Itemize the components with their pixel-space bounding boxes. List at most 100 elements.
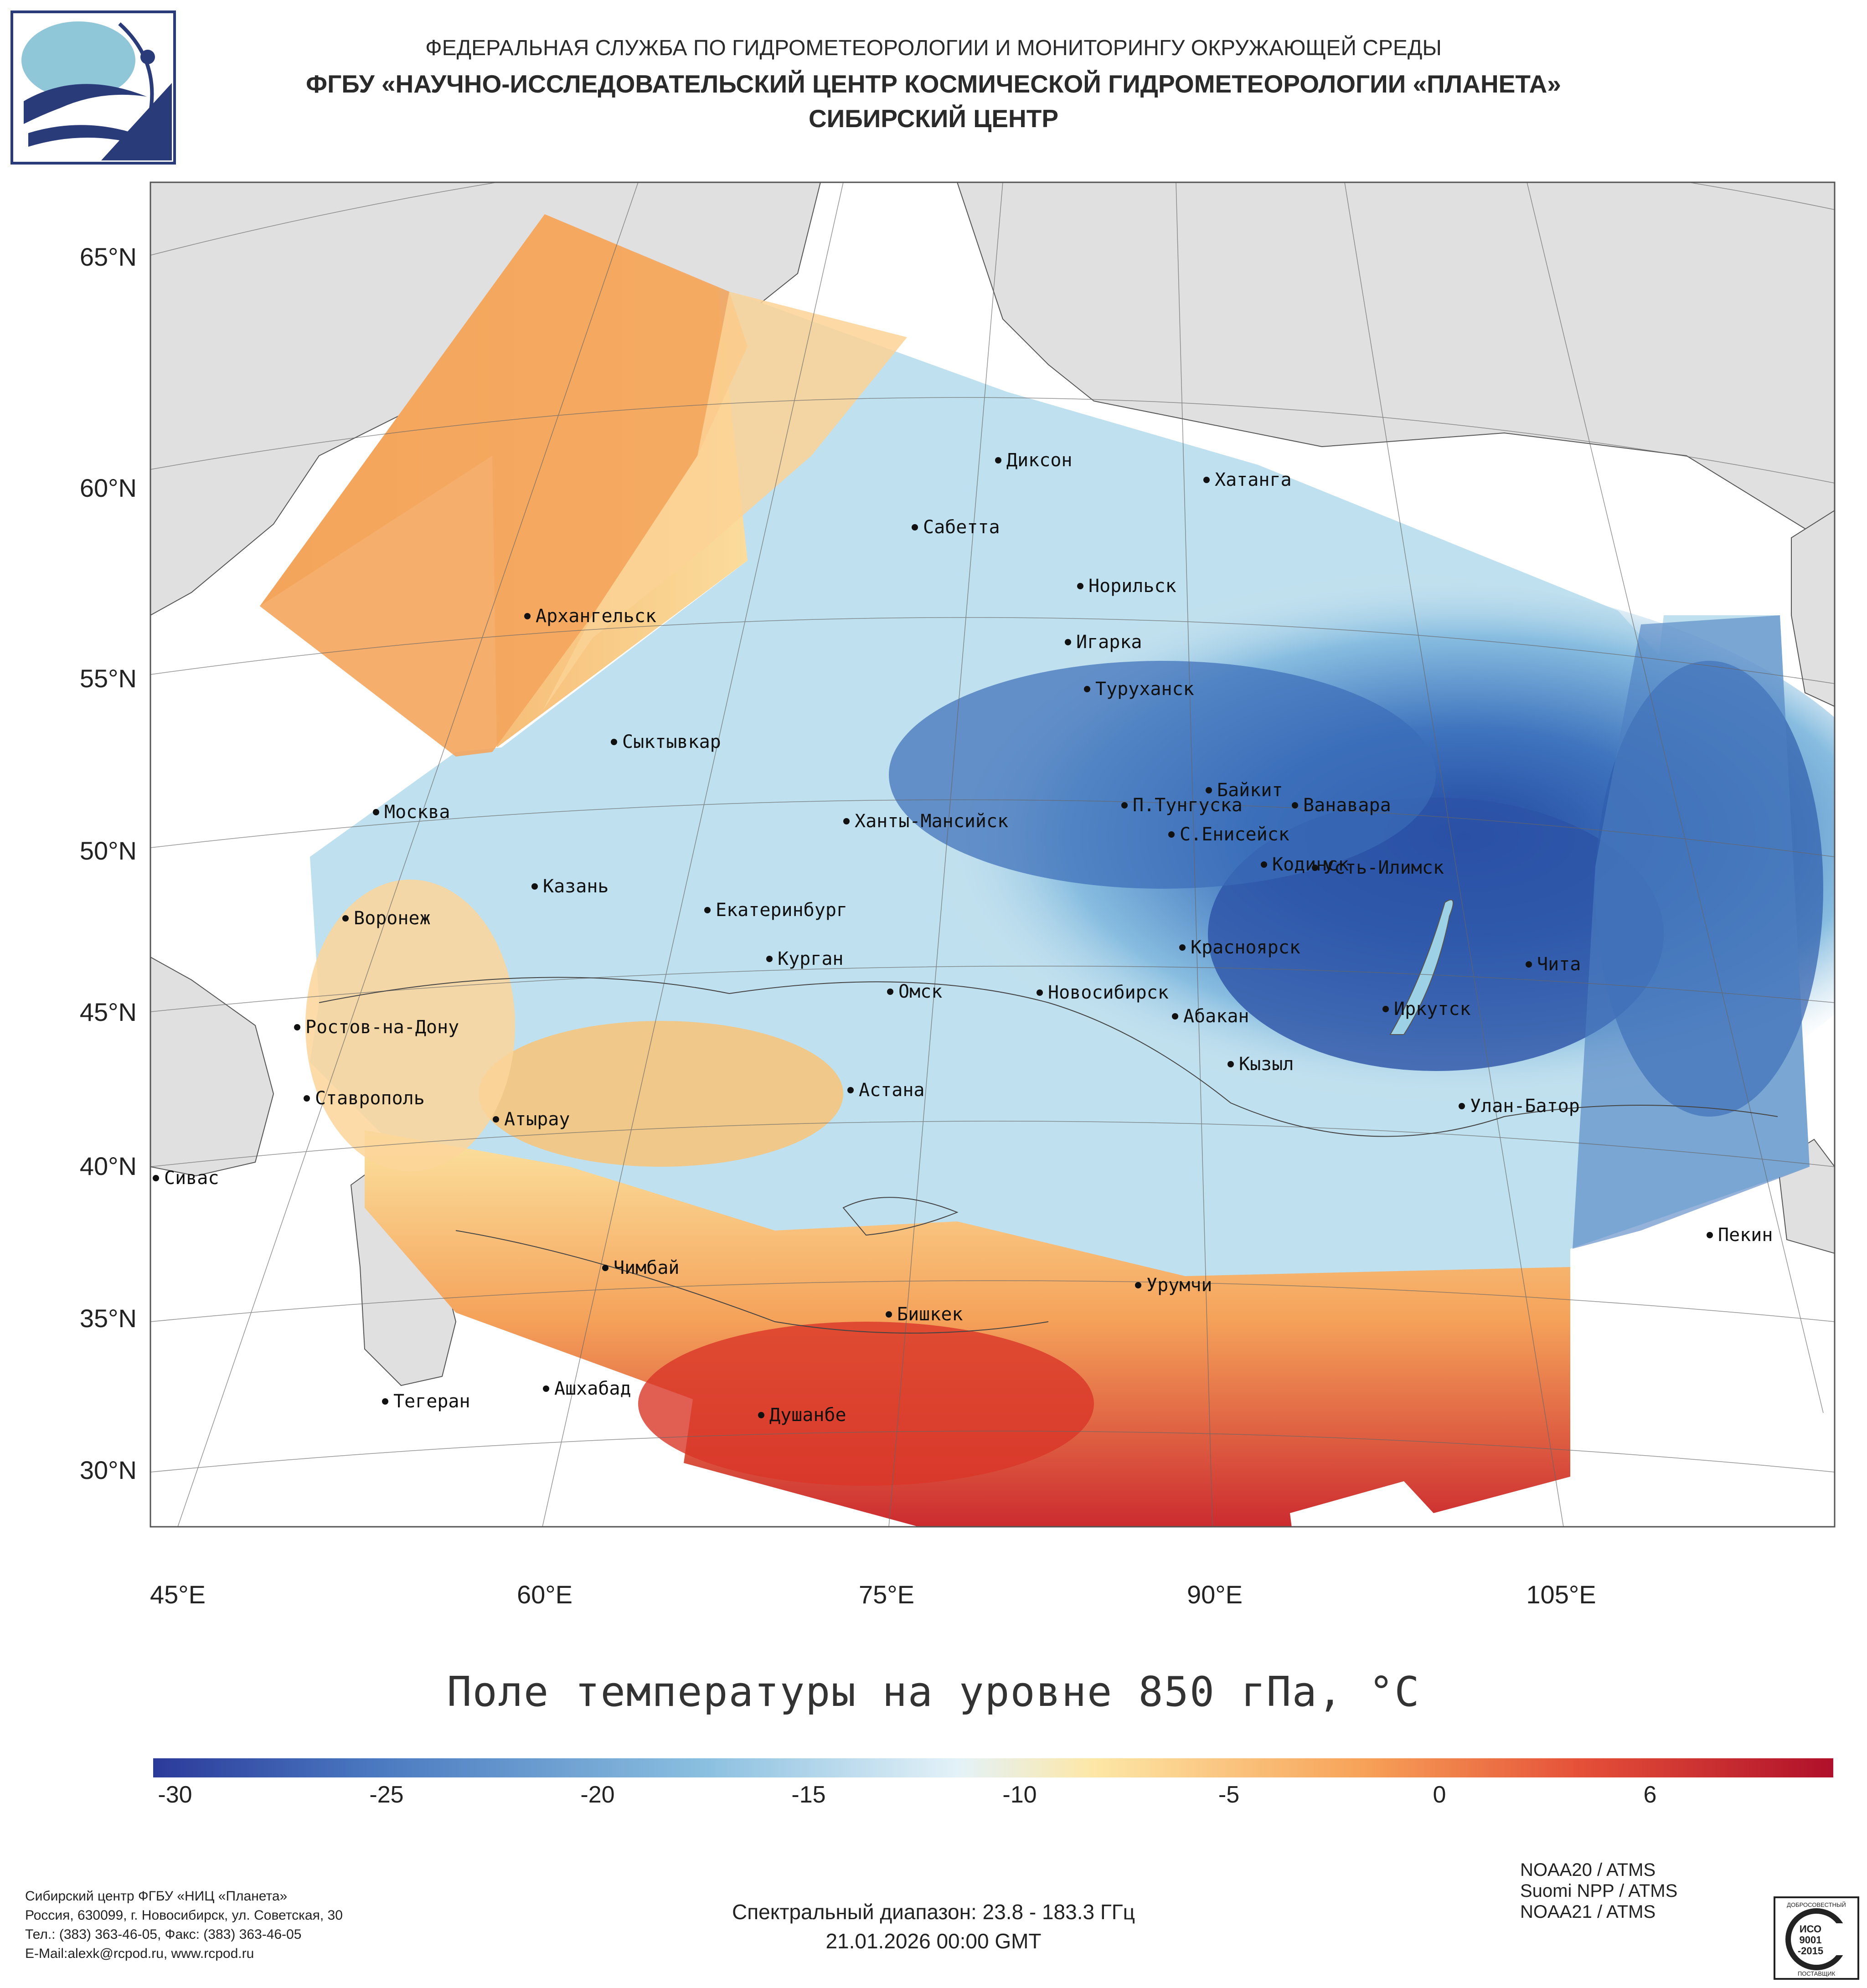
city-marker xyxy=(766,956,773,962)
sensor-noaa21: NOAA21 / ATMS xyxy=(1520,1902,1656,1922)
city-marker xyxy=(611,739,617,745)
city-label: Омск xyxy=(898,981,942,1002)
city-marker xyxy=(1292,802,1298,809)
lon-label-90: 90°E xyxy=(1187,1580,1243,1609)
iso-stamp-top: ДОБРОСОВЕСТНЫЙ xyxy=(1787,1901,1846,1908)
city-marker xyxy=(1084,686,1090,692)
city-label: П.Тунгуска xyxy=(1133,795,1243,816)
borders xyxy=(319,977,1778,1334)
colorbar-tick-minus15: -15 xyxy=(791,1782,826,1808)
city-marker xyxy=(153,1175,159,1181)
city-label: Кызыл xyxy=(1239,1054,1294,1075)
lon-label-45: 45°E xyxy=(150,1580,206,1609)
city-label: Екатеринбург xyxy=(716,900,847,921)
city-marker xyxy=(342,915,349,922)
colorbar-tick-6: 6 xyxy=(1643,1782,1657,1808)
city-marker xyxy=(847,1087,854,1093)
city-marker xyxy=(493,1116,499,1123)
city-marker xyxy=(373,809,379,815)
city-label: Астана xyxy=(859,1080,925,1101)
org-address: Россия, 630099, г. Новосибирск, ул. Сове… xyxy=(25,1908,343,1923)
city-label: Туруханск xyxy=(1095,679,1194,700)
city-marker xyxy=(1077,583,1083,589)
city-marker xyxy=(1227,1061,1234,1067)
lat-label-35: 35°N xyxy=(80,1304,137,1333)
city-label: Сабетта xyxy=(923,517,1000,538)
city-marker xyxy=(294,1024,300,1030)
header-agency: ФЕДЕРАЛЬНАЯ СЛУЖБА ПО ГИДРОМЕТЕОРОЛОГИИ … xyxy=(425,36,1442,60)
city-marker xyxy=(1179,944,1186,951)
map-title: Поле температуры на уровне 850 гПа, °С xyxy=(447,1668,1420,1716)
city-marker xyxy=(531,883,538,890)
city-label: Игарка xyxy=(1076,632,1142,653)
iso-stamp-2015: -2015 xyxy=(1798,1945,1823,1957)
city-label: Ростов-на-Дону xyxy=(305,1017,459,1038)
lat-label-30: 30°N xyxy=(80,1456,137,1484)
lat-label-60: 60°N xyxy=(80,474,137,502)
city-label: Архангельск xyxy=(536,606,656,627)
temperature-map: 65°N 60°N 55°N 50°N 45°N 40°N 35°N 30°N … xyxy=(80,181,1836,1609)
iso-stamp-9001: 9001 xyxy=(1800,1934,1822,1946)
city-marker xyxy=(1172,1013,1178,1020)
city-marker xyxy=(1382,1006,1389,1012)
city-label: Пекин xyxy=(1718,1225,1773,1246)
city-label: Казань xyxy=(543,876,609,897)
lon-label-60: 60°E xyxy=(517,1580,572,1609)
iso-stamp-iso: ИСО xyxy=(1800,1923,1821,1935)
colorbar-tick-minus25: -25 xyxy=(369,1782,404,1808)
city-marker xyxy=(886,1311,892,1318)
city-label: Ханты-Мансийск xyxy=(855,811,1008,832)
planeta-logo-icon xyxy=(10,10,176,165)
org-name: Сибирский центр ФГБУ «НИЦ «Планета» xyxy=(25,1889,288,1904)
temperature-swath xyxy=(260,214,1835,1527)
city-label: Хатанга xyxy=(1215,469,1292,490)
city-marker xyxy=(843,818,850,824)
city-marker xyxy=(543,1385,549,1392)
colorbar xyxy=(153,1758,1833,1777)
city-label: Кодинск xyxy=(1272,854,1349,875)
city-label: Курган xyxy=(778,948,844,969)
city-label: С.Енисейск xyxy=(1180,824,1289,845)
city-marker xyxy=(1168,831,1175,838)
city-label: Ванавара xyxy=(1303,795,1391,816)
city-label: Красноярск xyxy=(1191,937,1300,958)
lat-label-55: 55°N xyxy=(80,664,137,693)
city-markers: Диксон Хатанга Сабетта Норильск Архангельск И… xyxy=(153,450,1773,1426)
city-marker xyxy=(1121,802,1128,809)
sensor-noaa20: NOAA20 / ATMS xyxy=(1520,1860,1656,1880)
city-marker xyxy=(1037,989,1043,996)
city-marker xyxy=(304,1095,310,1102)
org-contacts: Сибирский центр ФГБУ «НИЦ «Планета» Росс… xyxy=(25,1887,343,1963)
iso-stamp-icon: ДОБРОСОВЕСТНЫЙ ИСО 9001 -2015 ПОСТАВЩИК xyxy=(1774,1896,1859,1980)
lat-label-40: 40°N xyxy=(80,1152,137,1180)
city-marker xyxy=(1526,961,1532,968)
city-marker xyxy=(912,524,918,530)
header-institute: ФГБУ «НАУЧНО-ИССЛЕДОВАТЕЛЬСКИЙ ЦЕНТР КОС… xyxy=(306,70,1561,98)
city-marker xyxy=(704,907,711,913)
city-label: Воронеж xyxy=(354,908,431,929)
org-phone: Тел.: (383) 363-46-05, Факс: (383) 363-4… xyxy=(25,1927,302,1942)
city-marker xyxy=(1261,861,1267,868)
observation-datetime: 21.01.2026 00:00 GMT xyxy=(825,1929,1042,1953)
colorbar-tick-minus5: -5 xyxy=(1218,1782,1240,1808)
colorbar-tick-minus30: -30 xyxy=(158,1782,192,1808)
city-label: Иркутск xyxy=(1394,999,1471,1020)
city-marker xyxy=(1312,865,1318,871)
city-label: Ставрополь xyxy=(315,1088,425,1109)
city-marker xyxy=(1206,787,1212,793)
city-marker xyxy=(758,1412,764,1418)
city-label: Усть-Илимск xyxy=(1323,857,1444,878)
city-label: Тегеран xyxy=(393,1391,470,1412)
city-label: Абакан xyxy=(1183,1006,1249,1027)
city-marker xyxy=(1135,1282,1141,1288)
city-marker xyxy=(1459,1103,1465,1109)
city-label: Ашхабад xyxy=(554,1378,631,1399)
city-label: Байкит xyxy=(1217,780,1283,801)
city-label: Норильск xyxy=(1088,576,1176,597)
city-label: Сивас xyxy=(164,1168,219,1189)
city-label: Москва xyxy=(384,802,450,823)
city-label: Душанбе xyxy=(769,1405,846,1426)
city-marker xyxy=(602,1265,609,1271)
colorbar-tick-0: 0 xyxy=(1433,1782,1446,1808)
org-email: E-Mail:alexk@rcpod.ru, www.rcpod.ru xyxy=(25,1946,254,1961)
